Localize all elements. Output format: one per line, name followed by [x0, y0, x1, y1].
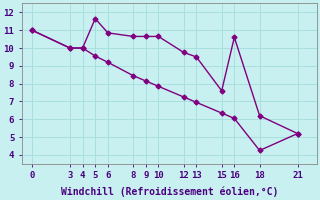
X-axis label: Windchill (Refroidissement éolien,°C): Windchill (Refroidissement éolien,°C) — [60, 186, 278, 197]
